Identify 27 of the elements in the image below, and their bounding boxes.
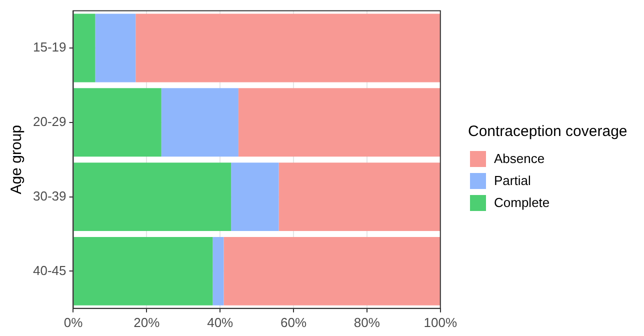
bar	[278, 162, 440, 232]
bar	[95, 14, 136, 82]
bar	[74, 14, 96, 82]
y-axis-title: Age group	[8, 124, 26, 194]
y-tick-label: 40-45	[33, 262, 66, 278]
bar	[74, 236, 213, 306]
bar	[74, 162, 232, 232]
bar	[161, 88, 238, 157]
legend-label: Absence	[494, 151, 545, 166]
legend-title: Contraception coverage	[468, 122, 628, 140]
x-tick-label: 40%	[207, 314, 234, 330]
y-tick-label: 20-29	[33, 114, 66, 129]
bar	[74, 88, 162, 157]
x-tick-label: 60%	[280, 314, 307, 330]
y-tick-label: 15-19	[33, 40, 66, 55]
x-tick-label: 80%	[354, 314, 380, 330]
bar	[136, 14, 440, 82]
y-tick-label: 30-39	[33, 188, 66, 204]
legend-label: Complete	[494, 195, 550, 210]
bar	[212, 236, 224, 306]
x-tick-label: 100%	[424, 314, 458, 330]
bar	[238, 88, 440, 157]
legend-label: Partial	[494, 173, 531, 188]
bar	[224, 236, 440, 306]
bar	[231, 162, 279, 232]
x-tick-label: 0%	[64, 314, 84, 330]
x-tick-label: 20%	[134, 314, 160, 330]
